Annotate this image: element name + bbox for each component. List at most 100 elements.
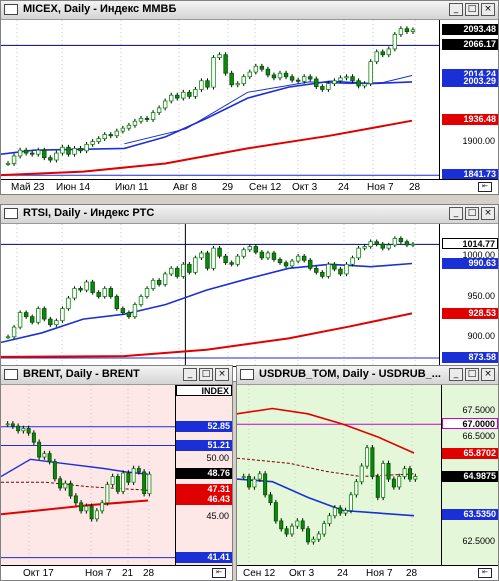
candle-body (259, 251, 265, 259)
close-button[interactable]: × (481, 3, 495, 16)
window-title: BRENT, Daily - BRENT (23, 368, 140, 380)
chart-window-micex[interactable]: MICEX, Daily - Индекс ММВБ _ □ × 1900.00 2093… (0, 0, 499, 195)
candle-body (397, 476, 402, 488)
chart-window-icon[interactable] (4, 208, 18, 219)
close-button[interactable]: × (481, 207, 495, 220)
price-tick-label: 1900.00 (462, 135, 495, 146)
maximize-button[interactable]: □ (465, 207, 479, 220)
moving-average-line (1, 312, 413, 358)
scroll-to-end-icon[interactable]: ⇤ (212, 568, 226, 578)
title-bar[interactable]: USDRUB_TOM, Daily - USDRUB_... _ □ × (237, 366, 498, 385)
candle-body (84, 143, 89, 152)
moving-average-line (124, 75, 413, 145)
minimize-button[interactable]: _ (449, 368, 463, 381)
time-tick-label: 29 (222, 182, 234, 193)
title-bar[interactable]: MICEX, Daily - Индекс ММВБ _ □ × (1, 1, 498, 20)
price-tick-label: 1000.00 (462, 250, 495, 261)
time-axis[interactable]: Сен 12 Окт 3 24 Ноя 7 28 ⇤ (237, 565, 498, 580)
price-tag: 873.58 (442, 352, 498, 364)
candle-body (205, 252, 210, 269)
candle-body (316, 533, 321, 540)
maximize-button[interactable]: □ (465, 3, 479, 16)
candle-body (29, 316, 35, 323)
candle-body (229, 262, 234, 265)
candle-body (29, 152, 35, 155)
time-axis[interactable]: Окт 17 Ноя 7 21 28 ⇤ (1, 565, 232, 580)
candle-body (223, 54, 228, 74)
price-tag: 47.31 (176, 484, 232, 496)
scroll-to-end-icon[interactable]: ⇤ (478, 182, 492, 192)
price-tick-label: 67.5000 (462, 405, 495, 416)
candle-body (308, 259, 313, 269)
price-tag: 1936.48 (442, 114, 498, 126)
candle-body (108, 134, 113, 137)
price-axis[interactable]: 1000.00 950.00 900.00 1014.77 990.63 928.53 87… (439, 224, 498, 369)
scroll-to-end-icon[interactable]: ⇤ (478, 568, 492, 578)
time-tick-label: 21 (122, 568, 134, 579)
chart-window-brent[interactable]: BRENT, Daily - BRENT _ □ × INDEX 50.00 45.00 52… (0, 365, 233, 581)
price-tag: 65.8702 (442, 447, 498, 459)
candle-body (338, 77, 343, 82)
candle-body (320, 86, 325, 90)
chart-window-icon[interactable] (240, 369, 254, 380)
candle-body (217, 247, 222, 257)
price-tag: 928.53 (442, 307, 498, 319)
candle-body (404, 28, 410, 32)
candle-body (332, 263, 337, 270)
candle-body (289, 525, 294, 535)
title-bar[interactable]: BRENT, Daily - BRENT _ □ × (1, 366, 232, 385)
price-axis[interactable]: 1900.00 2093.48 2066.17 2014.24 2003.29 1936.… (439, 20, 498, 182)
window-title: USDRUB_TOM, Daily - USDRUB_... (259, 368, 441, 380)
price-tick-label: 45.00 (206, 510, 229, 521)
chart-window-icon[interactable] (4, 369, 18, 380)
candle-body (102, 288, 107, 297)
candle-body (126, 312, 132, 318)
candle-body (407, 468, 412, 480)
plot-background (1, 385, 176, 568)
price-chart-rtsi[interactable] (1, 224, 440, 369)
minimize-button[interactable]: _ (449, 207, 463, 220)
candle-body (410, 243, 416, 246)
time-tick-label: 28 (143, 568, 155, 579)
candle-body (78, 288, 83, 291)
price-tag: 48.76 (176, 467, 232, 479)
candle-body (52, 461, 57, 480)
candle-body (120, 127, 126, 132)
candle-body (265, 68, 271, 76)
candle-body (311, 538, 316, 543)
candle-body (58, 478, 63, 489)
candle-body (356, 247, 361, 259)
close-button[interactable]: × (215, 368, 229, 381)
price-tag: 51.21 (176, 439, 232, 451)
candle-body (247, 246, 252, 251)
price-axis[interactable]: INDEX 50.00 45.00 52.85 51.21 48.76 47.31 46.43… (175, 385, 232, 568)
chart-window-rtsi[interactable]: RTSI, Daily - Индекс РТС _ □ × 1000.00 950.00… (0, 204, 499, 382)
candle-body (121, 472, 126, 492)
index-label: INDEX (176, 385, 232, 396)
price-axis[interactable]: 67.5000 66.5000 62.5000 67.0000 65.8702 64.98… (441, 385, 498, 568)
title-bar[interactable]: RTSI, Daily - Индекс РТС _ □ × (1, 205, 498, 224)
candle-body (344, 263, 349, 275)
maximize-button[interactable]: □ (199, 368, 213, 381)
candle-body (247, 71, 252, 78)
candle-body (322, 523, 327, 535)
minimize-button[interactable]: _ (449, 3, 463, 16)
moving-average-line (1, 80, 413, 155)
maximize-button[interactable]: □ (465, 368, 479, 381)
close-button[interactable]: × (481, 368, 495, 381)
chart-window-icon[interactable] (4, 4, 18, 15)
chart-window-usdrub[interactable]: USDRUB_TOM, Daily - USDRUB_... _ □ × 67.5000… (236, 365, 499, 581)
price-chart-usdrub[interactable] (237, 385, 442, 568)
candle-body (283, 72, 289, 78)
candle-body (404, 241, 410, 246)
candle-body (23, 312, 29, 318)
candle-body (368, 61, 373, 85)
time-axis[interactable]: Май 23 Июн 14 Июл 11 Авг 8 29 Сен 12 Окт 3 24 Но… (1, 179, 498, 194)
candle-body (300, 520, 305, 530)
candle-body (374, 241, 379, 245)
price-chart-brent[interactable] (1, 385, 176, 568)
minimize-button[interactable]: _ (183, 368, 197, 381)
price-chart-micex[interactable] (1, 20, 440, 182)
window-title: MICEX, Daily - Индекс ММВБ (23, 3, 177, 15)
time-tick-label: Май 23 (11, 182, 45, 193)
